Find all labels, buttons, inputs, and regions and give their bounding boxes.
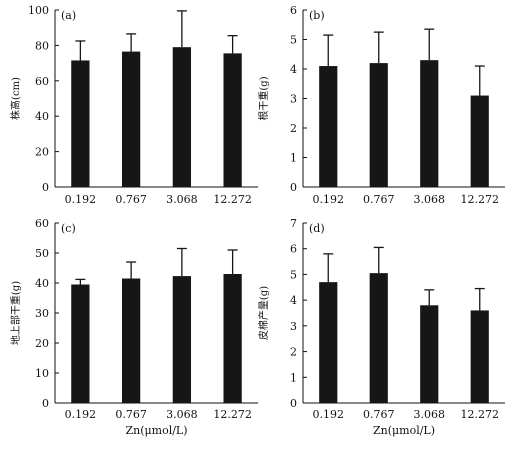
x-tick-label: 3.068: [414, 193, 446, 206]
y-tick-label: 1: [290, 152, 297, 165]
bar: [420, 305, 439, 403]
x-tick-label: 3.068: [166, 193, 198, 206]
y-tick-label: 0: [42, 397, 49, 410]
bar: [420, 60, 439, 187]
y-tick-label: 20: [35, 337, 49, 350]
x-tick-label: 0.767: [115, 193, 147, 206]
bar: [121, 278, 141, 403]
x-tick-label: 0.192: [65, 193, 97, 206]
y-tick-label: 1: [290, 371, 297, 384]
x-tick-label: 12.272: [213, 408, 252, 421]
bar: [71, 60, 90, 187]
bar: [369, 63, 388, 187]
chart-panel-a: 0 20 40 60 80 100 0.192 0.767 3.068 12.272 (a) 株高(c…: [9, 4, 258, 206]
y-tick-label: 0: [290, 397, 297, 410]
panel-label-b: (b): [309, 9, 325, 22]
x-tick-label: 12.272: [461, 193, 500, 206]
x-tick-label: 0.192: [313, 408, 345, 421]
y-tick-label: 60: [35, 75, 49, 88]
chart-panel-d: 0 1 2 3 4 5 6 7 0.192 0.767 3.068 12.272 (d) 皮棉产量(g) Z…: [257, 217, 505, 437]
x-tick-label: 0.767: [115, 408, 147, 421]
bar: [172, 47, 192, 187]
y-tick-label: 7: [290, 217, 297, 230]
y-tick-label: 80: [35, 39, 49, 52]
y-tick-label: 0: [290, 181, 297, 194]
chart-panel-c: 0 10 20 30 40 50 60 0.192 0.767 3.068 12.272 (c) 地上部…: [9, 217, 258, 437]
bar: [369, 273, 388, 403]
y-tick-label: 2: [290, 122, 297, 135]
y-axis-label: 地上部干重(g): [9, 281, 22, 345]
bar: [121, 51, 141, 187]
bar: [319, 282, 338, 403]
y-tick-label: 6: [290, 4, 297, 17]
panel-label-a: (a): [61, 9, 76, 22]
y-tick-label: 2: [290, 346, 297, 359]
y-tick-label: 3: [290, 93, 297, 106]
x-tick-label: 3.068: [414, 408, 446, 421]
bar: [223, 274, 242, 403]
x-tick-label: 0.192: [65, 408, 97, 421]
x-tick-label: 12.272: [213, 193, 252, 206]
y-tick-label: 0: [42, 181, 49, 194]
y-tick-label: 6: [290, 243, 297, 256]
y-tick-label: 3: [290, 320, 297, 333]
bar: [470, 95, 489, 187]
y-tick-label: 5: [290, 34, 297, 47]
y-axis-label: 株高(cm): [9, 77, 22, 120]
x-tick-label: 0.192: [313, 193, 345, 206]
y-tick-label: 50: [35, 247, 49, 260]
y-tick-label: 30: [35, 307, 49, 320]
x-axis-label: Zn(μmol/L): [125, 424, 187, 437]
y-tick-label: 20: [35, 146, 49, 159]
bar: [223, 53, 242, 187]
x-tick-label: 0.767: [363, 193, 395, 206]
y-tick-label: 4: [290, 63, 297, 76]
panel-label-c: (c): [61, 222, 76, 235]
bar: [470, 310, 489, 403]
y-tick-label: 40: [35, 277, 49, 290]
x-tick-label: 3.068: [166, 408, 198, 421]
bar: [319, 66, 338, 187]
y-tick-label: 40: [35, 110, 49, 123]
y-axis-label: 皮棉产量(g): [257, 286, 270, 340]
y-tick-label: 60: [35, 217, 49, 230]
y-tick-label: 4: [290, 294, 297, 307]
chart-panel-b: 0 1 2 3 4 5 6 0.192 0.767 3.068 12.272 (b) 根干重(g): [257, 4, 505, 206]
panel-label-d: (d): [309, 222, 325, 235]
x-tick-label: 0.767: [363, 408, 395, 421]
y-axis-label: 根干重(g): [257, 76, 270, 120]
bar: [172, 276, 192, 403]
x-tick-label: 12.272: [461, 408, 500, 421]
y-tick-label: 5: [290, 268, 297, 281]
bar: [71, 284, 90, 403]
y-tick-label: 10: [35, 367, 49, 380]
y-tick-label: 100: [28, 4, 49, 17]
x-axis-label: Zn(μmol/L): [373, 424, 435, 437]
